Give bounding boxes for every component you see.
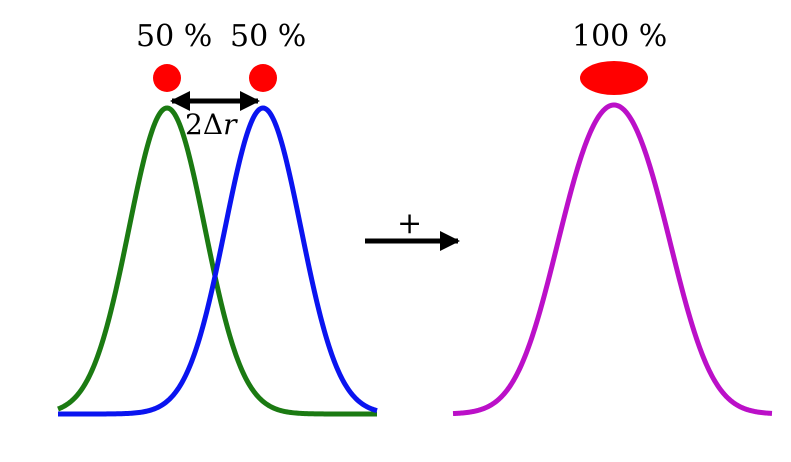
blue-gaussian-curve xyxy=(58,105,378,417)
separation-delta: Δ xyxy=(203,108,223,141)
plus-symbol: + xyxy=(397,206,422,241)
green-gaussian-curve xyxy=(57,105,377,417)
blue-percent-label: 50 % xyxy=(230,19,306,54)
green-source-dot xyxy=(153,64,181,92)
right-panel: 100 % xyxy=(452,19,773,417)
blue-source-dot xyxy=(249,64,277,92)
sum-percent-label: 100 % xyxy=(572,19,667,54)
separation-variable: r xyxy=(223,108,238,141)
superposition-operator: + xyxy=(365,206,460,251)
left-panel: 50 % 50 % 2Δr xyxy=(57,19,378,417)
green-percent-label: 50 % xyxy=(136,19,212,54)
separation-coefficient: 2 xyxy=(185,108,203,141)
separation-label: 2Δr xyxy=(185,108,238,141)
combined-profile-curve xyxy=(452,102,773,417)
combined-source-blob xyxy=(580,61,648,95)
